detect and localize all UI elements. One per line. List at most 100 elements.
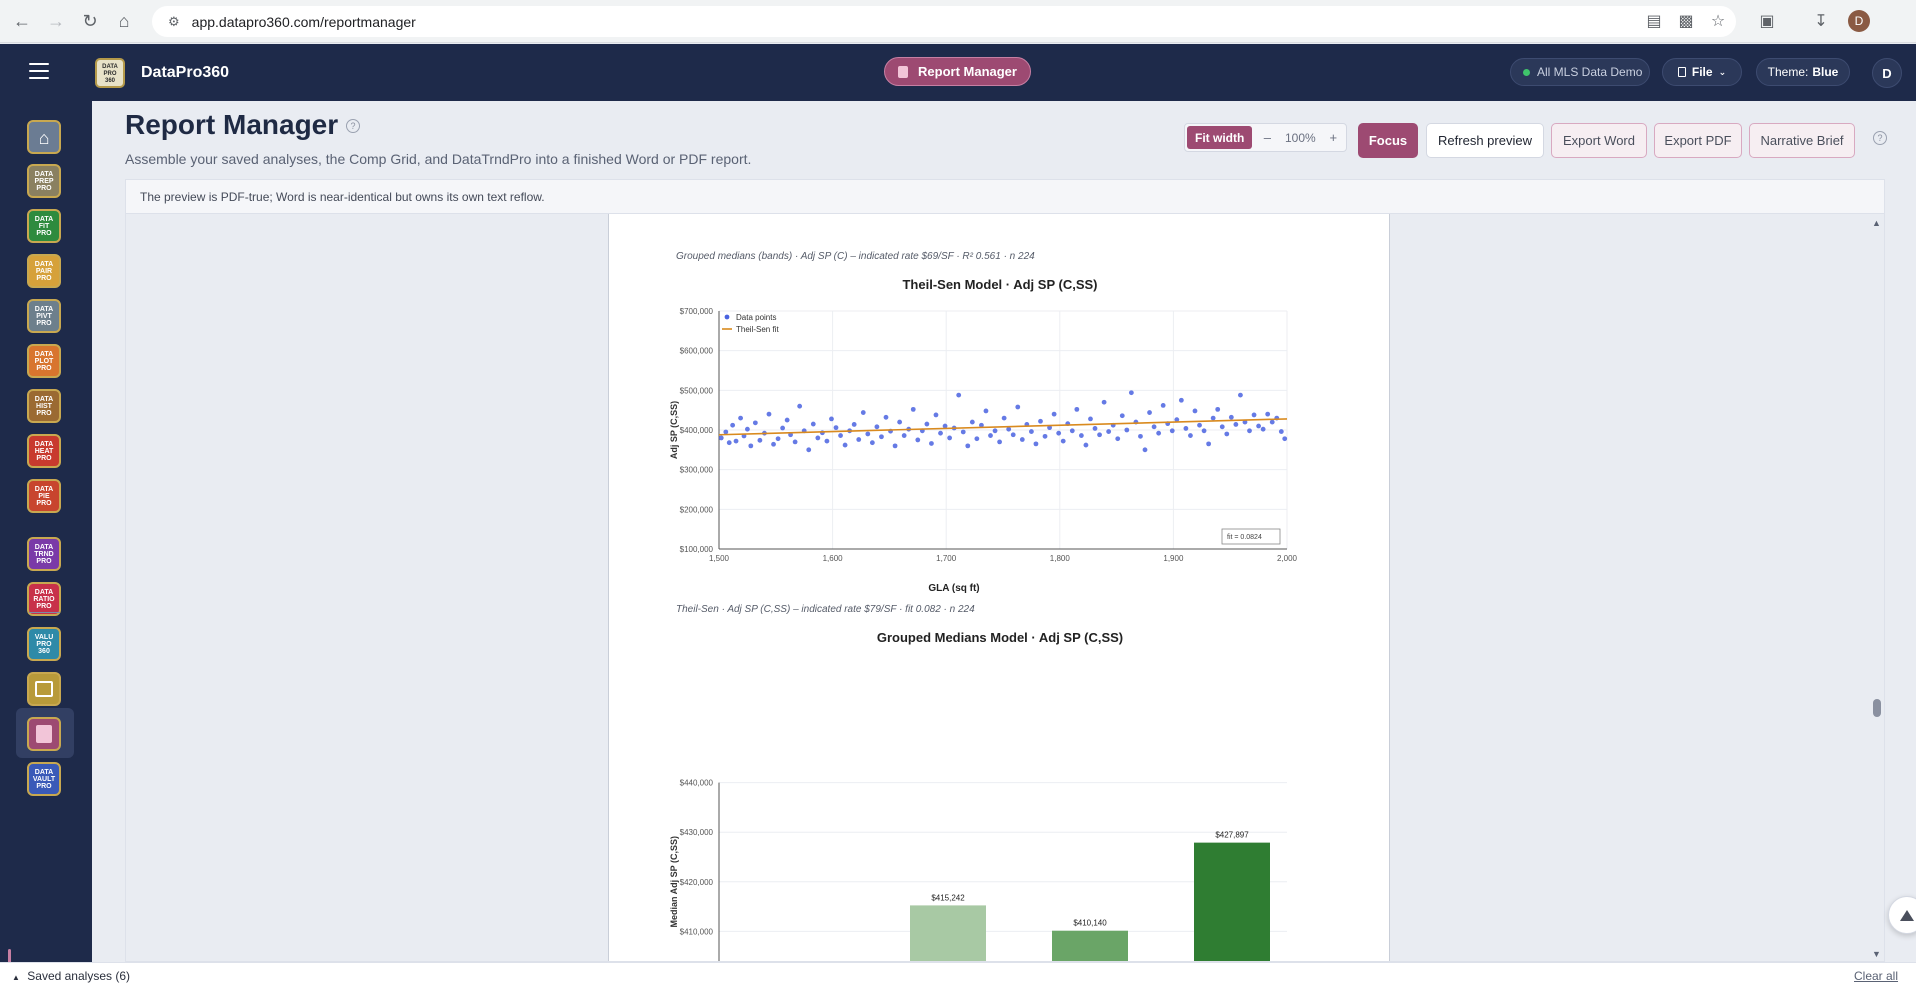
install-app-icon[interactable]: ▩ bbox=[1678, 13, 1694, 30]
forward-icon[interactable]: → bbox=[47, 10, 65, 31]
focus-button[interactable]: Focus bbox=[1358, 123, 1418, 158]
data-point bbox=[979, 422, 984, 428]
data-point bbox=[1106, 429, 1112, 434]
data-point bbox=[1128, 390, 1134, 396]
zoom-controls: Fit width – 100% + bbox=[1184, 123, 1348, 152]
bar-value-label: $415,242 bbox=[931, 893, 965, 902]
file-menu-button[interactable]: File ⌄ bbox=[1662, 58, 1742, 86]
scroll-up-icon[interactable]: ▲ bbox=[1872, 218, 1881, 228]
saved-analyses-toggle[interactable]: ▲ Saved analyses (6) bbox=[12, 969, 130, 983]
data-point bbox=[1142, 447, 1148, 453]
data-point bbox=[956, 392, 962, 398]
sidebar-item-data-heat-pro[interactable]: DATA HEAT PRO bbox=[27, 434, 61, 468]
sidebar-item-comp-grid[interactable] bbox=[27, 672, 61, 706]
zoom-out-button[interactable]: – bbox=[1263, 130, 1271, 145]
report-page: Grouped medians (bands) · Adj SP (C) – i… bbox=[608, 214, 1390, 961]
scroll-down-icon[interactable]: ▼ bbox=[1872, 949, 1881, 959]
site-settings-icon[interactable]: ⚙ bbox=[168, 13, 180, 29]
active-module-pill[interactable]: Report Manager bbox=[884, 57, 1031, 86]
url-text: app.datapro360.com/reportmanager bbox=[191, 13, 416, 30]
data-point bbox=[1228, 414, 1234, 420]
preview-scrollbar[interactable]: ▲ ▼ bbox=[1870, 214, 1884, 961]
export-pdf-button[interactable]: Export PDF bbox=[1654, 123, 1742, 158]
reload-icon[interactable]: ↻ bbox=[82, 10, 98, 31]
user-avatar[interactable]: D bbox=[1872, 58, 1902, 88]
sidebar-item-data-ratio-pro[interactable]: DATA RATIO PRO bbox=[27, 582, 61, 616]
data-point bbox=[1097, 432, 1102, 438]
saved-analyses-bar: ▲ Saved analyses (6) Clear all bbox=[0, 962, 1916, 989]
sidebar-item-data-prep-pro[interactable]: DATA PREP PRO bbox=[27, 164, 61, 198]
browser-profile-avatar[interactable]: D bbox=[1848, 10, 1870, 32]
data-point bbox=[824, 438, 830, 444]
fit-width-button[interactable]: Fit width bbox=[1187, 126, 1253, 149]
data-point bbox=[730, 422, 736, 428]
data-point bbox=[842, 442, 848, 448]
theme-label: Theme: bbox=[1767, 65, 1809, 79]
brand-name: DataPro360 bbox=[141, 64, 230, 81]
data-point bbox=[969, 419, 975, 425]
data-point bbox=[933, 412, 939, 418]
file-icon bbox=[1677, 67, 1686, 77]
report-preview[interactable]: Grouped medians (bands) · Adj SP (C) – i… bbox=[125, 213, 1885, 962]
sidebar-item-data-trnd-pro[interactable]: DATA TRND PRO bbox=[27, 537, 61, 571]
data-point bbox=[1115, 436, 1121, 442]
home-icon[interactable]: ⌂ bbox=[118, 10, 130, 31]
brand-logo: DATA PRO 360 bbox=[95, 58, 125, 88]
clear-all-link[interactable]: Clear all bbox=[1854, 969, 1899, 983]
sidebar-item-data-plot-pro[interactable]: DATA PLOT PRO bbox=[27, 344, 61, 378]
data-point bbox=[938, 430, 943, 436]
zoom-in-button[interactable]: + bbox=[1329, 130, 1338, 145]
sidebar-item-data-pie-pro[interactable]: DATA PIE PRO bbox=[27, 479, 61, 513]
sidebar-item-data-pair-pro[interactable]: DATA PAIR PRO bbox=[27, 254, 61, 288]
sidebar-item-home[interactable]: ⌂ bbox=[27, 120, 61, 154]
narrative-brief-button[interactable]: Narrative Brief bbox=[1749, 123, 1855, 158]
data-point bbox=[1124, 427, 1130, 433]
data-point bbox=[1206, 441, 1212, 447]
page-info-icon[interactable]: ▤ bbox=[1646, 13, 1662, 30]
data-point bbox=[1224, 431, 1230, 437]
data-point bbox=[1010, 432, 1016, 438]
data-point bbox=[1188, 433, 1193, 438]
sidebar-item-data-fit-pro[interactable]: DATA FIT PRO bbox=[27, 209, 61, 243]
data-point bbox=[874, 424, 880, 430]
scatter-x-axis-label: GLA (sq ft) bbox=[928, 583, 980, 594]
extensions-icon[interactable]: ▣ bbox=[1759, 13, 1775, 30]
data-point bbox=[1078, 433, 1084, 438]
data-point bbox=[1138, 433, 1143, 439]
sidebar-item-data-vault-pro[interactable]: DATA VAULT PRO bbox=[27, 762, 61, 796]
bookmark-star-icon[interactable]: ☆ bbox=[1710, 13, 1726, 30]
data-point bbox=[1160, 403, 1166, 408]
x-tick-label: 1,500 bbox=[709, 554, 730, 563]
caret-up-icon: ▲ bbox=[12, 973, 20, 982]
menu-icon[interactable] bbox=[29, 63, 49, 79]
data-point bbox=[792, 439, 798, 445]
home-icon: ⌂ bbox=[38, 128, 50, 148]
sidebar-item-valu-pro-360[interactable]: VALU PRO 360 bbox=[27, 627, 61, 661]
y-tick-label: $700,000 bbox=[680, 307, 714, 316]
sidebar-item-data-hist-pro[interactable]: DATA HIST PRO bbox=[27, 389, 61, 423]
theme-selector[interactable]: Theme: Blue bbox=[1756, 58, 1850, 86]
sidebar-item-report-manager[interactable] bbox=[27, 717, 61, 751]
data-point bbox=[733, 438, 739, 444]
data-point bbox=[851, 422, 857, 427]
report-chart-icon bbox=[36, 725, 52, 743]
address-bar[interactable]: ⚙ app.datapro360.com/reportmanager bbox=[152, 6, 1736, 37]
scroll-to-top-button[interactable] bbox=[1888, 896, 1916, 934]
sidebar-item-data-pivt-pro[interactable]: DATA PIVT PRO bbox=[27, 299, 61, 333]
data-point bbox=[752, 420, 758, 426]
toolbar-help-icon[interactable]: ? bbox=[1873, 131, 1887, 145]
refresh-preview-button[interactable]: Refresh preview bbox=[1426, 123, 1544, 158]
export-word-button[interactable]: Export Word bbox=[1551, 123, 1647, 158]
data-point bbox=[838, 433, 843, 438]
chevron-down-icon: ⌄ bbox=[1718, 66, 1727, 77]
help-icon[interactable]: ? bbox=[346, 119, 360, 133]
mls-data-selector[interactable]: All MLS Data Demo bbox=[1510, 58, 1650, 86]
y-tick-label: $200,000 bbox=[680, 505, 714, 514]
back-icon[interactable]: ← bbox=[13, 10, 31, 31]
page-subtitle: Assemble your saved analyses, the Comp G… bbox=[125, 151, 752, 167]
download-icon[interactable]: ↧ bbox=[1814, 13, 1828, 30]
data-point bbox=[983, 408, 989, 414]
data-point bbox=[815, 435, 821, 441]
scroll-thumb[interactable] bbox=[1873, 699, 1881, 717]
bar-chart-title: Grouped Medians Model · Adj SP (C,SS) bbox=[876, 630, 1124, 645]
